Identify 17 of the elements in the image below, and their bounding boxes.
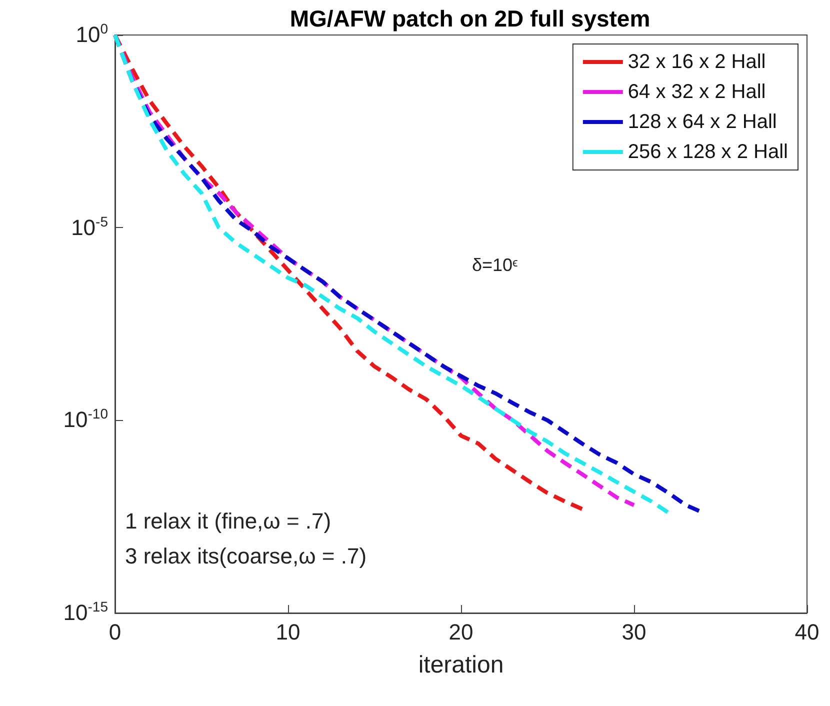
y-tick-label: 10$^{-5}$ (71, 213, 108, 240)
chart-title: MG/AFW patch on 2D full system (290, 6, 650, 32)
y-tick-label: 10$^{-15}$ (63, 598, 108, 625)
annotation: 1 relax it (fine,ω = .7) (125, 508, 332, 534)
x-axis-title: iteration (418, 652, 504, 678)
x-tick-label: 0 (108, 620, 122, 644)
legend-label: 64 x 32 x 2 Hall (628, 81, 766, 103)
x-tick-label: 40 (794, 620, 820, 644)
y-tick-label: 10$^{-10}$ (63, 406, 108, 432)
legend-label: 256 x 128 x 2 Hall (628, 141, 788, 163)
x-tick-label: 20 (448, 620, 474, 644)
annotation: 3 relax its(coarse,ω = .7) (125, 544, 367, 568)
x-tick-label: 10 (276, 620, 300, 644)
legend-label: 32 x 16 x 2 Hall (628, 51, 766, 73)
y-tick-label: 10$^{0}$ (76, 20, 108, 47)
legend-label: 128 x 64 x 2 Hall (628, 111, 777, 133)
x-tick-label: 30 (622, 620, 646, 644)
